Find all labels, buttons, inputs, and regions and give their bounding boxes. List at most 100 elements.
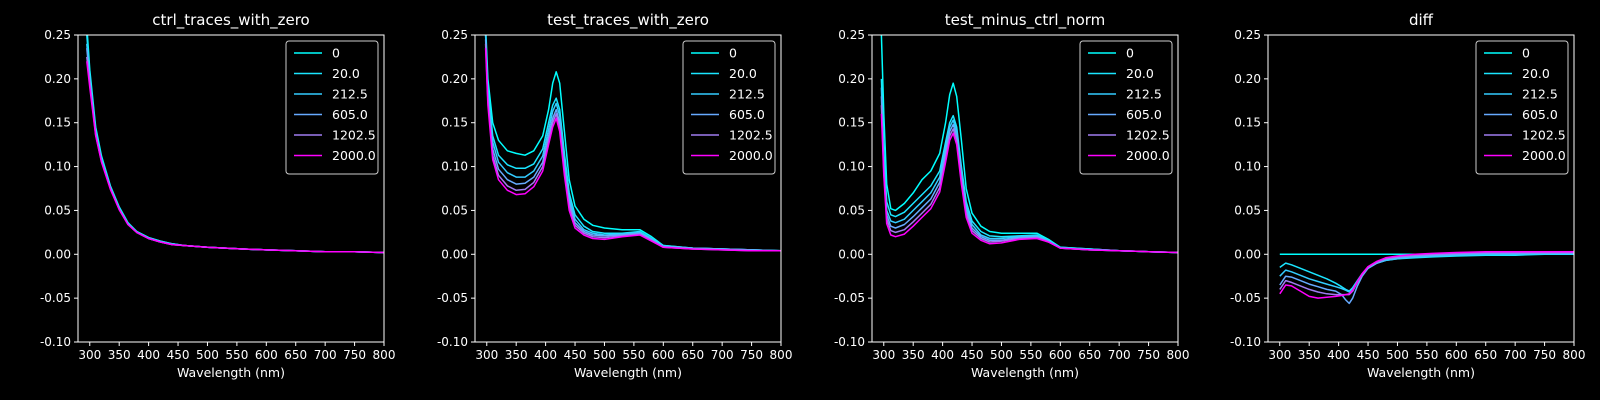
chart-panel-1: ctrl_traces_with_zero 300 350 400 450 500 550 6… [40,11,396,380]
x-tick-label: 450 [167,348,190,362]
x-tick-label: 450 [961,348,984,362]
legend-label: 212.5 [1126,87,1162,102]
x-tick-label: 700 [1504,348,1527,362]
legend-label: 0 [729,46,737,61]
x-tick-label: 400 [1327,348,1350,362]
y-tick-label: -0.10 [40,335,71,349]
x-tick-label: 650 [284,348,307,362]
x-tick-label: 350 [902,348,925,362]
x-tick-label: 450 [564,348,587,362]
x-tick-label: 750 [1137,348,1160,362]
legend-label: 605.0 [332,107,368,122]
y-tick-label: -0.05 [437,291,468,305]
x-axis-label: Wavelength (nm) [971,365,1079,380]
x-axis-label: Wavelength (nm) [574,365,682,380]
x-tick-label: 500 [990,348,1013,362]
x-axis-label: Wavelength (nm) [177,365,285,380]
x-tick-label: 800 [373,348,396,362]
x-tick-label: 600 [255,348,278,362]
series-line-2000-0 [86,61,384,254]
legend-label: 20.0 [1126,66,1154,81]
y-tick-label: 0.20 [1234,72,1261,86]
x-tick-label: 550 [225,348,248,362]
y-tick-label: -0.05 [40,291,71,305]
x-tick-label: 450 [1357,348,1380,362]
legend-label: 605.0 [1126,107,1162,122]
legend-label: 2000.0 [1522,148,1566,163]
legend: 0 20.0 212.5 605.0 1202.5 2000.0 [285,40,379,175]
x-tick-label: 800 [1563,348,1586,362]
y-tick-label: 0.00 [441,247,468,261]
chart-panel-4: diff 300 350 400 450 500 550 600 650 700 750 800 -0.… [1230,11,1586,380]
y-tick-label: 0.10 [44,160,71,174]
y-tick-label: 0.15 [838,116,865,130]
y-tick-label: 0.15 [44,116,71,130]
y-tick-label: 0.00 [838,247,865,261]
x-tick-label: 600 [1049,348,1072,362]
x-tick-label: 300 [78,348,101,362]
x-tick-label: 650 [1078,348,1101,362]
y-tick-label: 0.20 [838,72,865,86]
axes-frame [474,34,782,343]
x-tick-label: 500 [196,348,219,362]
axes-frame [77,34,385,343]
y-tick-label: 0.10 [838,160,865,174]
x-tick-label: 550 [1019,348,1042,362]
y-tick-label: 0.05 [1234,203,1261,217]
legend-label: 2000.0 [332,148,376,163]
x-tick-label: 650 [1474,348,1497,362]
legend: 0 20.0 212.5 605.0 1202.5 2000.0 [1079,40,1173,175]
x-tick-label: 500 [1386,348,1409,362]
x-tick-label: 750 [343,348,366,362]
y-tick-label: 0.05 [441,203,468,217]
legend-label: 1202.5 [1522,128,1566,143]
y-tick-label: 0.25 [44,28,71,42]
y-tick-label: 0.05 [44,203,71,217]
y-tick-label: -0.10 [834,335,865,349]
y-tick-label: 0.00 [1234,247,1261,261]
y-tick-label: 0.25 [838,28,865,42]
legend-label: 2000.0 [1126,148,1170,163]
x-tick-label: 600 [652,348,675,362]
y-tick-label: 0.25 [441,28,468,42]
y-tick-label: -0.10 [1230,335,1261,349]
y-tick-label: 0.20 [441,72,468,86]
x-tick-label: 300 [872,348,895,362]
legend-label: 1202.5 [1126,128,1170,143]
series-group [484,35,781,252]
legend: 0 20.0 212.5 605.0 1202.5 2000.0 [682,40,776,175]
legend-label: 20.0 [729,66,757,81]
legend-label: 20.0 [332,66,360,81]
x-tick-label: 550 [622,348,645,362]
legend-label: 2000.0 [729,148,773,163]
series-line-2000-0 [484,48,781,252]
series-line-2000-0 [1279,250,1574,299]
x-tick-label: 800 [770,348,793,362]
chart-panel-3: test_minus_ctrl_norm 300 350 400 450 500 550 60… [834,11,1190,380]
legend-label: 605.0 [729,107,765,122]
y-tick-label: 0.20 [44,72,71,86]
legend-label: 1202.5 [332,128,376,143]
x-tick-label: 800 [1167,348,1190,362]
x-tick-label: 750 [1533,348,1556,362]
x-tick-label: 550 [1415,348,1438,362]
legend-label: 0 [1522,46,1530,61]
legend-label: 212.5 [332,87,368,102]
y-tick-label: -0.05 [834,291,865,305]
y-tick-label: -0.10 [437,335,468,349]
y-tick-label: 0.05 [838,203,865,217]
x-tick-label: 350 [1298,348,1321,362]
x-tick-label: 700 [1108,348,1131,362]
axes-frame [871,34,1179,343]
y-tick-label: 0.10 [1234,160,1261,174]
x-tick-label: 650 [681,348,704,362]
x-tick-label: 700 [314,348,337,362]
x-tick-label: 700 [711,348,734,362]
chart-title: diff [1409,11,1434,29]
y-tick-label: 0.10 [441,160,468,174]
y-tick-label: 0.15 [441,116,468,130]
legend-label: 605.0 [1522,107,1558,122]
legend-label: 0 [1126,46,1134,61]
